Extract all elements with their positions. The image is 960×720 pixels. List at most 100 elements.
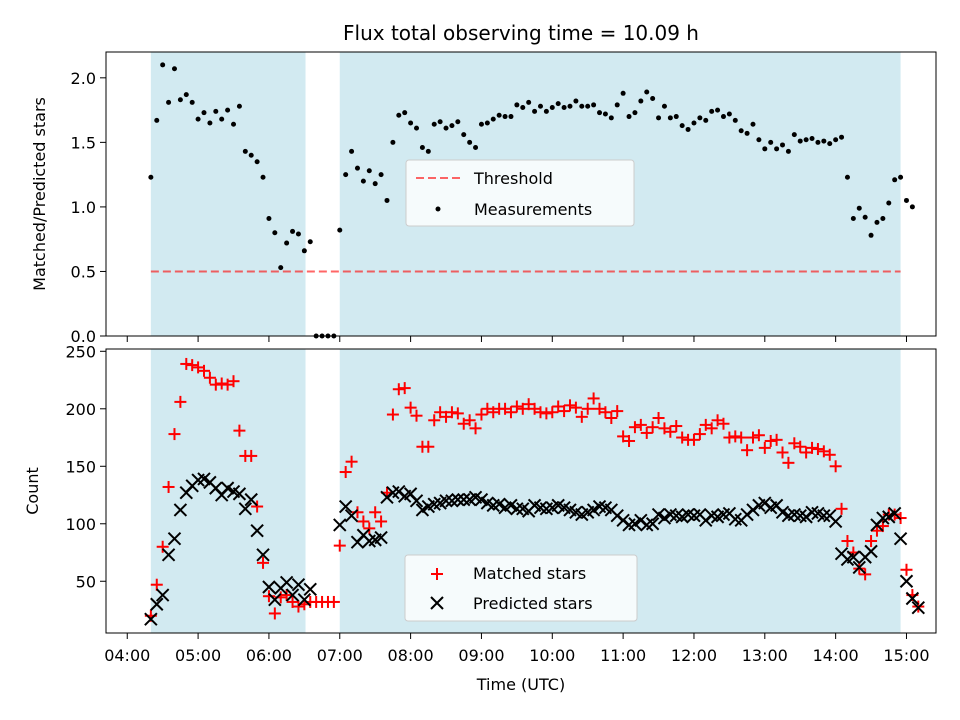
ytick-label-1: 100 bbox=[65, 515, 96, 534]
measurement-point-97 bbox=[720, 114, 726, 120]
measurement-point-55 bbox=[473, 145, 479, 151]
matched-point-42 bbox=[392, 383, 405, 396]
xtick-label-4: 08:00 bbox=[388, 646, 434, 665]
measurement-point-6 bbox=[183, 92, 189, 98]
measurement-point-15 bbox=[236, 103, 242, 109]
ytick-label-2: 150 bbox=[65, 457, 96, 476]
predicted-point-123 bbox=[893, 532, 908, 546]
matched-point-62 bbox=[510, 400, 523, 413]
matched-point-14 bbox=[227, 375, 240, 388]
matched-point-77 bbox=[599, 406, 612, 419]
measurement-point-63 bbox=[520, 105, 526, 111]
matched-point-118 bbox=[841, 535, 854, 548]
measurement-point-20 bbox=[266, 216, 272, 222]
matched-point-48 bbox=[428, 414, 441, 427]
measurement-point-123 bbox=[874, 219, 880, 225]
measurement-point-98 bbox=[726, 111, 732, 117]
matched-point-43 bbox=[398, 382, 411, 395]
measurement-point-52 bbox=[455, 119, 461, 125]
matched-point-55 bbox=[469, 422, 482, 435]
measurement-point-27 bbox=[307, 239, 313, 245]
matched-point-2 bbox=[156, 540, 169, 553]
measurement-point-66 bbox=[537, 103, 543, 109]
predicted-point-124 bbox=[899, 574, 914, 588]
measurement-point-100 bbox=[738, 128, 744, 134]
measurement-point-46 bbox=[419, 145, 425, 151]
xtick-label-8: 12:00 bbox=[671, 646, 717, 665]
measurement-point-126 bbox=[892, 177, 898, 183]
measurement-point-37 bbox=[366, 168, 372, 174]
measurement-point-61 bbox=[508, 114, 514, 120]
ytick-label-0: 50 bbox=[76, 572, 96, 591]
matched-point-9 bbox=[197, 364, 210, 377]
predicted-point-19 bbox=[256, 548, 270, 562]
measurement-point-118 bbox=[844, 174, 850, 180]
matched-point-84 bbox=[640, 426, 653, 439]
measurement-point-113 bbox=[815, 139, 821, 145]
xtick-label-0: 04:00 bbox=[104, 646, 150, 665]
measurement-point-120 bbox=[856, 205, 862, 211]
predicted-point-49 bbox=[457, 492, 471, 507]
measurement-point-112 bbox=[809, 135, 815, 141]
matched-point-108 bbox=[782, 456, 795, 469]
matched-point-51 bbox=[445, 406, 458, 419]
measurement-point-87 bbox=[661, 103, 667, 109]
matched-point-41 bbox=[386, 408, 399, 421]
predicted-point-5 bbox=[173, 503, 188, 517]
measurement-point-102 bbox=[750, 121, 756, 127]
measurement-point-24 bbox=[290, 228, 296, 234]
measurement-point-89 bbox=[673, 114, 679, 120]
top-panel: 0.00.51.01.52.0 Matched/Predicted stars … bbox=[30, 51, 937, 346]
measurement-point-121 bbox=[862, 214, 868, 220]
measurement-point-41 bbox=[390, 139, 396, 145]
matched-point-34 bbox=[345, 455, 358, 468]
measurement-point-43 bbox=[402, 110, 408, 116]
matched-point-47 bbox=[422, 440, 435, 453]
predicted-point-24 bbox=[285, 588, 300, 602]
measurement-point-92 bbox=[691, 120, 697, 126]
predicted-point-48 bbox=[451, 492, 465, 507]
matched-point-93 bbox=[693, 428, 706, 441]
measurement-point-59 bbox=[496, 112, 502, 118]
measurement-point-71 bbox=[567, 103, 573, 109]
bottom-panel-frame bbox=[105, 348, 937, 634]
matched-point-19 bbox=[257, 556, 270, 569]
matched-point-90 bbox=[676, 431, 689, 444]
measurement-point-12 bbox=[219, 116, 225, 122]
ytick-label-3: 1.5 bbox=[71, 133, 96, 152]
matched-point-54 bbox=[463, 414, 476, 427]
predicted-point-41 bbox=[409, 494, 424, 508]
matched-point-31 bbox=[327, 595, 340, 608]
predicted-point-126 bbox=[911, 600, 925, 615]
matched-point-23 bbox=[280, 589, 293, 602]
measurement-point-9 bbox=[201, 110, 207, 116]
measurement-point-88 bbox=[667, 115, 673, 121]
measurement-point-48 bbox=[431, 121, 437, 127]
matched-point-112 bbox=[806, 441, 819, 454]
matched-point-11 bbox=[209, 378, 222, 391]
measurement-point-90 bbox=[679, 123, 685, 129]
matched-point-3 bbox=[162, 480, 175, 493]
measurement-point-57 bbox=[484, 120, 490, 126]
predicted-point-118 bbox=[864, 544, 878, 559]
matched-point-10 bbox=[203, 371, 216, 384]
matched-point-21 bbox=[268, 607, 281, 620]
matched-point-72 bbox=[569, 401, 582, 414]
matched-point-61 bbox=[504, 406, 517, 419]
predicted-point-30 bbox=[344, 509, 359, 523]
shaded-range-0 bbox=[150, 52, 306, 336]
measurement-point-78 bbox=[608, 115, 614, 121]
bottom-legend: Matched stars Predicted stars bbox=[404, 554, 638, 622]
matched-point-83 bbox=[634, 418, 647, 431]
measurement-point-7 bbox=[189, 99, 195, 105]
matched-point-39 bbox=[375, 515, 388, 528]
matched-point-104 bbox=[758, 441, 771, 454]
measurement-point-91 bbox=[685, 126, 691, 132]
measurement-point-68 bbox=[549, 105, 555, 111]
matched-point-113 bbox=[811, 443, 824, 456]
measurement-point-93 bbox=[697, 115, 703, 121]
measurement-point-17 bbox=[248, 152, 254, 158]
measurement-point-54 bbox=[467, 139, 473, 145]
legend-matched-label: Matched stars bbox=[473, 564, 586, 583]
measurement-point-47 bbox=[425, 148, 431, 154]
